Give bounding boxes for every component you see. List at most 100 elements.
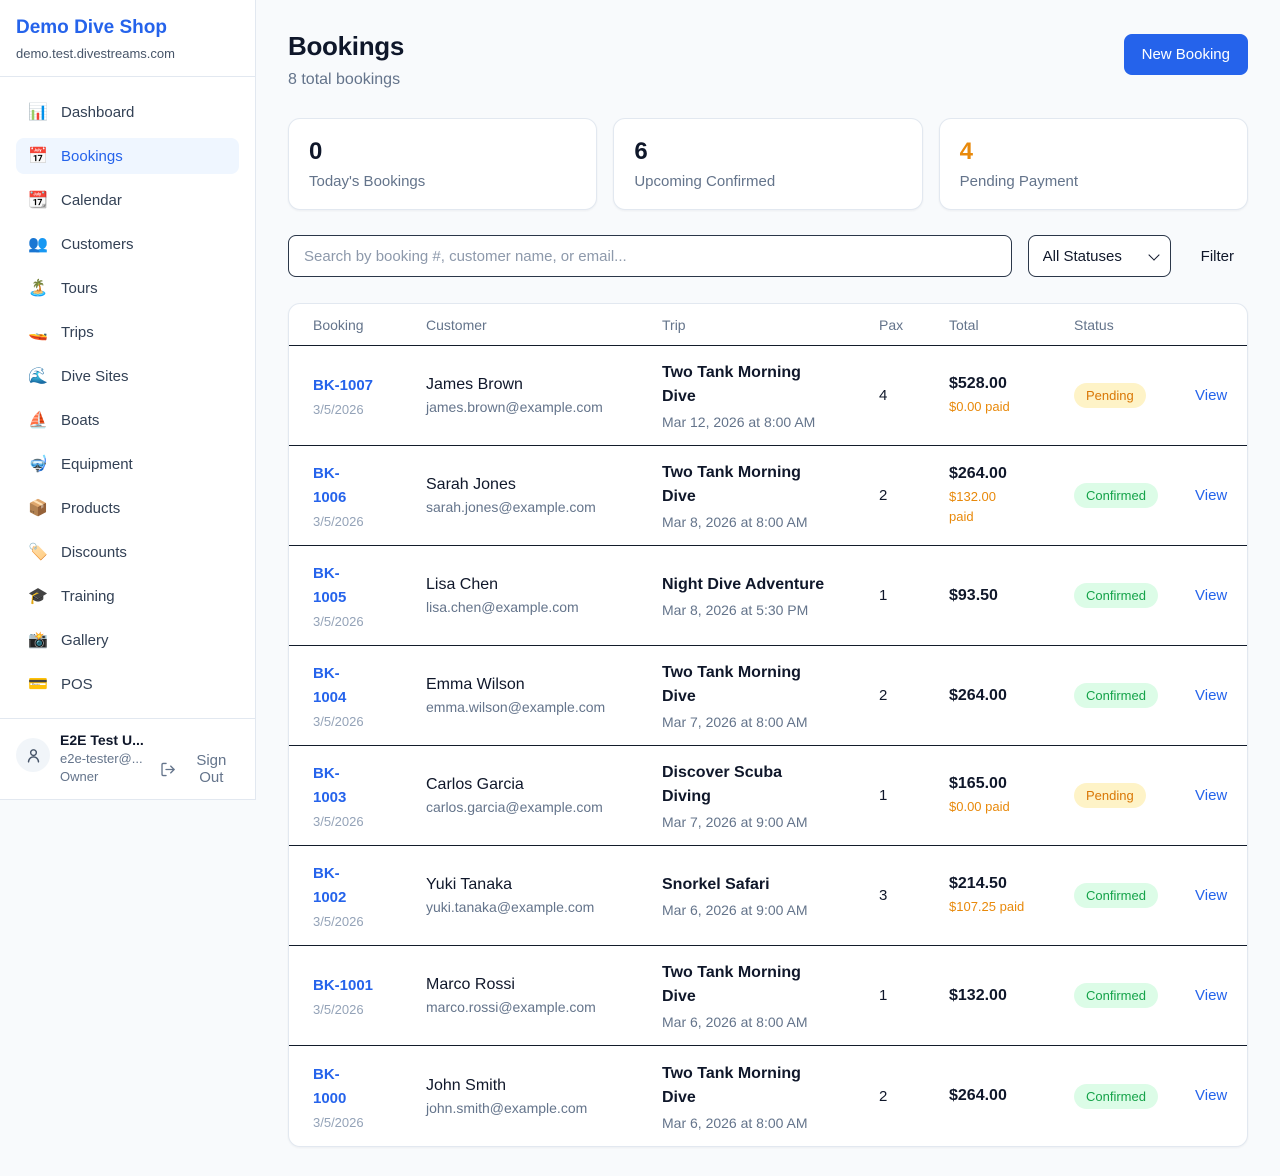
person-icon (27, 748, 39, 763)
total-cell: $132.00 (949, 987, 1074, 1005)
trip-name: Night Dive Adventure (662, 576, 825, 593)
trip-datetime: Mar 6, 2026 at 8:00 AM (662, 1114, 808, 1131)
status-badge: Confirmed (1074, 983, 1158, 1008)
booking-date: 3/5/2026 (313, 402, 364, 417)
trip-datetime: Mar 6, 2026 at 9:00 AM (662, 902, 808, 918)
paid-amount: $132.00 paid (949, 489, 996, 524)
customer-name: John Smith (426, 1076, 507, 1094)
sidebar-item-discounts[interactable]: 🏷️ Discounts (16, 534, 239, 570)
sidebar-item-tours[interactable]: 🏝️ Tours (16, 270, 239, 306)
booking-link[interactable]: BK- 1006 (313, 465, 347, 506)
new-booking-button[interactable]: New Booking (1123, 34, 1248, 75)
user-name: E2E Test U... (60, 732, 144, 748)
trip-cell: Two Tank Morning Dive Mar 8, 2026 at 8:0… (662, 461, 879, 530)
sidebar-item-label: POS (61, 675, 93, 693)
status-cell: Confirmed (1074, 983, 1195, 1008)
shop-domain: demo.test.divestreams.com (16, 46, 175, 61)
booking-link[interactable]: BK- 1003 (313, 765, 347, 806)
sidebar-item-label: Boats (61, 411, 100, 429)
trip-cell: Two Tank Morning Dive Mar 6, 2026 at 8:0… (662, 1062, 879, 1131)
view-link[interactable]: View (1195, 586, 1228, 604)
status-filter-select[interactable]: All Statuses (1027, 235, 1171, 277)
sidebar-item-label: Products (61, 499, 121, 517)
trip-name: Discover Scuba Diving (662, 764, 783, 805)
view-link[interactable]: View (1195, 886, 1228, 904)
booking-link[interactable]: BK- 1000 (313, 1065, 347, 1107)
sidebar-item-equipment[interactable]: 🤿 Equipment (16, 446, 239, 482)
table-row: BK- 1004 3/5/2026 Emma Wilson emma.wilso… (289, 646, 1247, 746)
customer-name: James Brown (426, 376, 523, 393)
paid-amount: $0.00 paid (949, 398, 1010, 414)
view-link[interactable]: View (1195, 486, 1228, 504)
booking-cell: BK-1001 3/5/2026 (313, 974, 426, 1017)
sidebar-item-boats[interactable]: ⛵ Boats (16, 402, 239, 438)
filter-button[interactable]: Filter (1187, 248, 1248, 265)
sign-out-button[interactable]: Sign Out (160, 752, 239, 786)
graduation-cap-icon: 🎓 (28, 588, 48, 605)
status-cell: Confirmed (1074, 883, 1195, 908)
booking-link[interactable]: BK- 1005 (313, 565, 347, 606)
status-badge: Confirmed (1074, 883, 1158, 908)
status-filter: All Statuses (1027, 235, 1171, 277)
total-cell: $264.00 (949, 1087, 1074, 1105)
view-link[interactable]: View (1195, 986, 1228, 1004)
trip-cell: Two Tank Morning Dive Mar 7, 2026 at 8:0… (662, 661, 879, 730)
sidebar-item-training[interactable]: 🎓 Training (16, 578, 239, 614)
customer-cell: Yuki Tanaka yuki.tanaka@example.com (426, 876, 662, 915)
sidebar-item-customers[interactable]: 👥 Customers (16, 226, 239, 262)
sidebar-item-bookings[interactable]: 📅 Bookings (16, 138, 239, 174)
sidebar-item-dashboard[interactable]: 📊 Dashboard (16, 94, 239, 130)
sidebar-item-pos[interactable]: 💳 POS (16, 666, 239, 702)
status-badge: Pending (1074, 783, 1146, 808)
sidebar-item-gallery[interactable]: 📸 Gallery (16, 622, 239, 658)
trip-name: Two Tank Morning Dive (662, 464, 801, 505)
user-info: E2E Test U... e2e-tester@... Owner (60, 732, 150, 784)
search-input[interactable] (288, 235, 1012, 277)
actions-cell: View (1195, 587, 1227, 605)
view-link[interactable]: View (1195, 386, 1228, 404)
shop-name: Demo Dive Shop (16, 17, 167, 38)
booking-link[interactable]: BK- 1002 (313, 865, 347, 906)
table-header: Booking Customer Trip Pax Total Status (289, 304, 1247, 346)
stat-card-todays-bookings: 0 Today's Bookings (288, 118, 598, 210)
tear-off-calendar-icon: 📆 (28, 192, 48, 209)
booking-date: 3/5/2026 (313, 514, 364, 529)
total-amount: $264.00 (949, 1087, 1007, 1104)
customer-cell: James Brown james.brown@example.com (426, 376, 662, 415)
user-email: e2e-tester@... (60, 751, 143, 766)
stat-value: 0 (309, 138, 323, 165)
booking-cell: BK- 1005 3/5/2026 (313, 562, 426, 629)
sidebar-item-label: Equipment (61, 455, 133, 473)
booking-date: 3/5/2026 (313, 1114, 364, 1130)
sidebar-item-products[interactable]: 📦 Products (16, 490, 239, 526)
trip-cell: Two Tank Morning Dive Mar 12, 2026 at 8:… (662, 361, 879, 430)
paid-amount: $0.00 paid (949, 798, 1010, 814)
booking-link[interactable]: BK- 1004 (313, 665, 347, 706)
sidebar-item-label: Dive Sites (61, 367, 129, 385)
table-row: BK- 1005 3/5/2026 Lisa Chen lisa.chen@ex… (289, 546, 1247, 646)
sidebar-item-dive-sites[interactable]: 🌊 Dive Sites (16, 358, 239, 394)
sidebar-item-label: Tours (61, 279, 98, 297)
view-link[interactable]: View (1195, 686, 1228, 704)
view-link[interactable]: View (1195, 786, 1228, 804)
trip-cell: Night Dive Adventure Mar 8, 2026 at 5:30… (662, 573, 879, 618)
sidebar-item-trips[interactable]: 🚤 Trips (16, 314, 239, 350)
total-amount: $132.00 (949, 986, 1007, 1004)
booking-cell: BK- 1004 3/5/2026 (313, 662, 426, 729)
status-cell: Confirmed (1074, 483, 1195, 508)
booking-link[interactable]: BK-1001 (313, 977, 374, 994)
customer-name: Emma Wilson (426, 676, 525, 693)
actions-cell: View (1195, 787, 1227, 805)
booking-cell: BK- 1002 3/5/2026 (313, 862, 426, 929)
total-cell: $264.00 $132.00 paid (949, 465, 1074, 526)
view-link[interactable]: View (1195, 1087, 1228, 1104)
trip-cell: Two Tank Morning Dive Mar 6, 2026 at 8:0… (662, 961, 879, 1030)
customer-email: marco.rossi@example.com (426, 999, 596, 1015)
column-header-total: Total (949, 316, 979, 333)
stat-label: Upcoming Confirmed (634, 173, 776, 190)
table-row: BK-1001 3/5/2026 Marco Rossi marco.rossi… (289, 946, 1247, 1046)
sidebar-item-calendar[interactable]: 📆 Calendar (16, 182, 239, 218)
package-icon: 📦 (28, 500, 48, 517)
booking-link[interactable]: BK-1007 (313, 377, 374, 394)
sidebar-item-label: Training (61, 587, 115, 605)
